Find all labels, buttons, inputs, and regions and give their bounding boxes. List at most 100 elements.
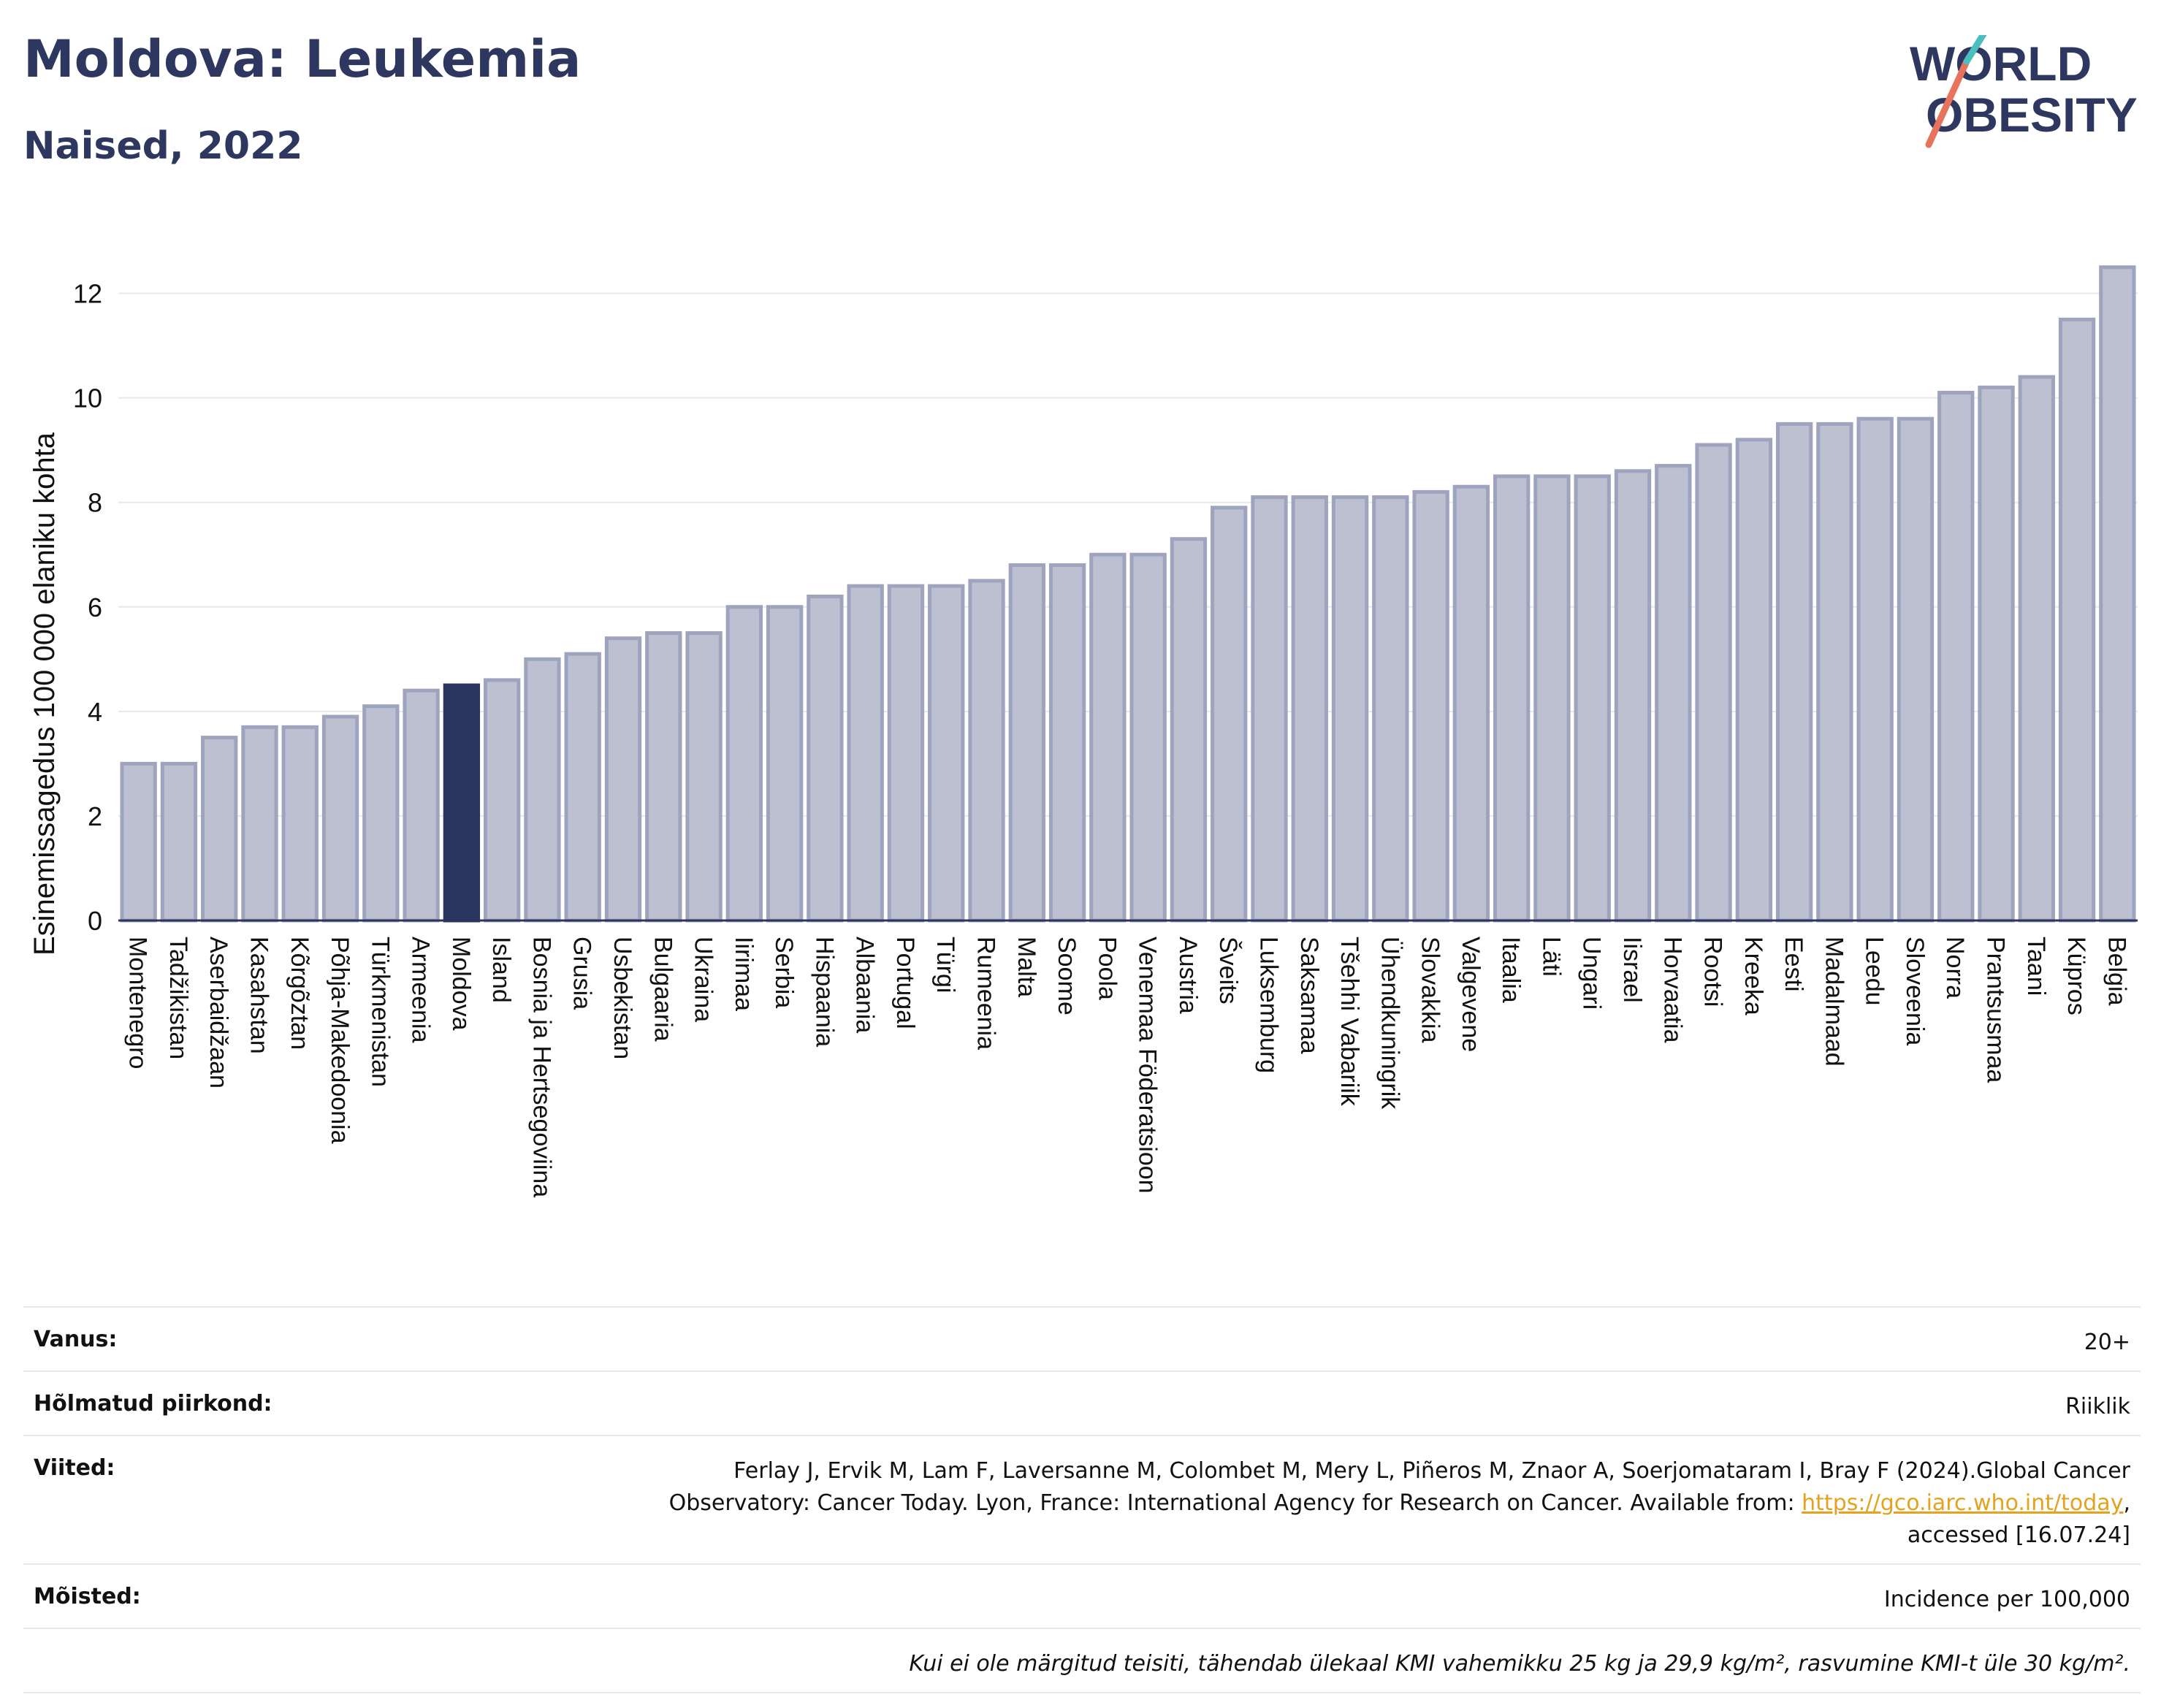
x-tick-label: Venemaa Föderatsioon [1134,937,1162,1194]
x-tick-label: Kreeka [1739,937,1767,1015]
x-tick-label: Kasahstan [245,937,272,1054]
bar-itaalia [1493,474,1531,923]
logo-line2: OBESITY [1926,88,2138,142]
bar-t-rkmenistan [362,704,400,923]
definition-note: Kui ei ole märgitud teisiti, tähendab ül… [909,1651,2130,1677]
bar-p-hja-makedoonia [321,714,359,923]
bar-luksemburg [1251,495,1288,923]
y-tick-label: 10 [73,384,102,413]
x-tick-label: Serbia [770,937,798,1008]
x-tick-label: Portugal [891,937,919,1029]
bar-bosnia-ja-hertsegoviina [524,657,561,923]
bar-slovakkia [1412,489,1449,923]
bar-prantsusmaa [1978,385,2015,923]
x-tick-label: Eesti [1780,937,1807,992]
bar-bulgaaria [645,631,682,923]
info-row-references: Viited: Ferlay J, Ervik M, Lam F, Lavers… [23,1435,2141,1563]
x-tick-label: Leedu [1861,937,1889,1006]
x-tick-label: Moldova [447,937,475,1031]
age-value: 20+ [2084,1330,2130,1355]
x-tick-label: Valgevene [1457,937,1485,1052]
references-label: Viited: [34,1455,115,1481]
y-tick-label: 12 [73,279,102,309]
bar-grusia [564,652,601,923]
bar-norra [1937,390,1975,923]
page-subtitle: Naised, 2022 [23,124,303,168]
bar-kreeka [1735,438,1773,923]
bar-ungari [1574,474,1611,923]
bar-soome [1048,563,1086,923]
x-tick-label: Soome [1053,937,1080,1015]
x-tick-label: Grusia [568,937,596,1010]
bar-austria [1170,537,1208,923]
bar-t-ehhi-vabariik [1331,495,1369,923]
y-tick-label: 0 [88,906,102,936]
x-tick-label: Madalmaad [1820,937,1848,1067]
references-link[interactable]: https://gco.iarc.who.int/today [1802,1490,2124,1516]
x-tick-label: Bulgaaria [649,937,676,1042]
x-tick-label: Ukraina [690,937,717,1022]
terms-value: Incidence per 100,000 [1883,1587,2130,1612]
world-obesity-logo: WORLD OBESITY [1910,35,2138,148]
y-tick-label: 8 [88,488,102,518]
references-line2-end: , [2123,1490,2130,1516]
y-tick-label: 4 [88,697,102,727]
x-tick-label: Armeenia [407,937,435,1043]
x-tick-label: Rumeenia [972,937,1000,1050]
bar--hendkuningrik [1372,495,1409,923]
bar--veits [1211,506,1248,923]
x-tick-label: Šveits [1214,937,1242,1004]
x-tick-label: Rootsi [1699,937,1727,1007]
x-tick-label: Taani [2022,937,2050,996]
bar-t-rgi [928,584,965,923]
x-tick-label: Läti [1537,937,1565,977]
references-value: Ferlay J, Ervik M, Lam F, Laversanne M, … [669,1455,2130,1552]
bar-k-rg-ztan [281,725,319,923]
info-table: Vanus: 20+ Hõlmatud piirkond: Riiklik Vi… [23,1306,2141,1693]
x-tick-label: Iirimaa [730,937,758,1011]
x-tick-label: Bosnia ja Hertsegoviina [527,937,555,1197]
bar-iirimaa [725,605,763,923]
bar-k-pros [2058,317,2096,923]
x-tick-label: Prantsusmaa [1982,937,2010,1083]
bar-rootsi [1695,443,1732,923]
terms-label: Mõisted: [34,1584,141,1609]
x-tick-label: Küpros [2062,937,2090,1015]
references-line1: Ferlay J, Ervik M, Lam F, Laversanne M, … [733,1458,2130,1484]
x-tick-label: Poola [1093,937,1121,1000]
logo-line1: WORLD [1910,37,2092,91]
x-tick-label: Albaania [851,937,879,1033]
x-tick-label: Türgi [931,937,959,993]
bar-valgevene [1452,484,1490,923]
x-tick-label: Belgia [2103,937,2130,1006]
x-tick-label: Norra [1941,937,1969,999]
bar-eesti [1775,422,1813,923]
bar-madalmaad [1816,422,1853,923]
x-tick-label: Aserbaidžaan [205,937,232,1089]
bar-montenegro [120,761,157,923]
x-tick-label: Tadžikistan [164,937,192,1059]
info-row-age: Vanus: 20+ [23,1306,2141,1370]
bar-island [483,678,521,923]
bar-armeenia [403,688,440,923]
references-line3: accessed [16.07.24] [1907,1522,2130,1548]
bar-albaania [847,584,884,923]
x-tick-label: Türkmenistan [366,937,394,1087]
bars [120,265,2136,923]
bar-iisrael [1614,469,1652,923]
x-tick-label: Itaalia [1497,937,1525,1003]
bar-leedu [1856,416,1894,923]
x-tick-label: Luksemburg [1254,937,1282,1073]
info-row-terms: Mõisted: Incidence per 100,000 [23,1563,2141,1628]
info-row-note: Kui ei ole märgitud teisiti, tähendab ül… [23,1628,2141,1693]
bar-serbia [766,605,804,923]
y-tick-label: 6 [88,592,102,622]
x-tick-label: Ungari [1578,937,1606,1010]
x-tick-label: Horvaatia [1658,937,1686,1043]
x-tick-label: Kõrgõztan [286,937,313,1050]
x-tick-labels: Montenegro Tadžikistan Aserbaidžaan Kasahst… [124,937,2131,1197]
x-tick-label: Montenegro [124,937,152,1069]
x-tick-label: Tšehhi Vabariik [1335,937,1363,1107]
x-tick-label: Hispaania [810,937,838,1047]
x-tick-label: Malta [1013,937,1040,997]
